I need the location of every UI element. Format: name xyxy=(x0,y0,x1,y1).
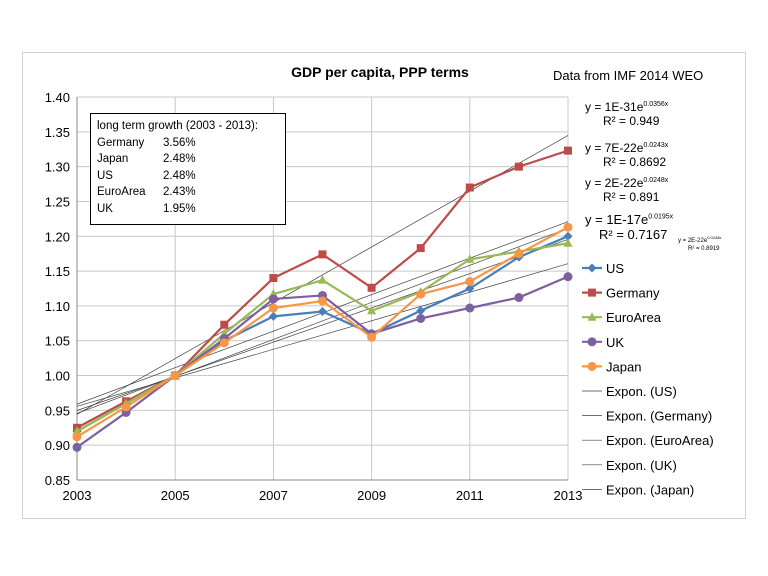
data-point xyxy=(465,277,475,287)
legend-label: Germany xyxy=(606,286,660,301)
x-tick-label: 2007 xyxy=(259,488,288,503)
y-tick-label: 0.85 xyxy=(45,473,70,488)
equation-uk: y = 1E-17e0.0195x R² = 0.7167 xyxy=(585,212,674,242)
data-point xyxy=(367,332,377,342)
legend-marker xyxy=(588,288,596,297)
trendline-uk xyxy=(76,263,569,407)
chart-subtitle: Data from IMF 2014 WEO xyxy=(553,68,703,83)
y-tick-label: 1.05 xyxy=(45,334,70,349)
series-line-japan xyxy=(76,226,569,438)
data-point xyxy=(318,306,327,316)
data-point xyxy=(416,306,426,316)
data-point xyxy=(367,283,376,292)
data-point xyxy=(72,432,82,442)
data-point xyxy=(318,296,327,306)
y-tick-label: 0.90 xyxy=(45,438,70,453)
equation-us: y = 2E-22e0.0248x R² = 0.891 xyxy=(585,176,669,204)
x-tick-label: 2011 xyxy=(456,488,484,503)
equation-eurozone: y = 7E-22e0.0243x R² = 0.8692 xyxy=(585,141,669,169)
data-point xyxy=(219,338,229,348)
data-point xyxy=(563,272,573,282)
data-point xyxy=(268,311,278,321)
legend-label: Expon. (UK) xyxy=(606,458,677,473)
y-tick-label: 1.20 xyxy=(45,229,70,244)
x-tick-label: 2005 xyxy=(161,488,190,503)
legend-label: Expon. (Japan) xyxy=(606,482,694,497)
data-point xyxy=(465,303,475,313)
y-tick-label: 1.40 xyxy=(45,90,70,105)
x-tick-label: 2013 xyxy=(554,488,583,503)
y-tick-label: 1.10 xyxy=(45,299,70,314)
data-point xyxy=(563,231,573,241)
annotation-row: EuroArea 2.43% xyxy=(97,186,196,198)
data-point xyxy=(416,244,425,253)
x-tick-label: 2003 xyxy=(63,488,92,503)
data-point xyxy=(269,274,278,283)
data-point xyxy=(514,249,524,259)
trendline-germany xyxy=(76,135,569,415)
series-line-us xyxy=(76,235,569,433)
data-point xyxy=(514,162,523,171)
y-tick-label: 1.30 xyxy=(45,160,70,175)
y-tick-label: 1.25 xyxy=(45,194,70,209)
data-point xyxy=(416,313,426,323)
growth-annotation-box: long term growth (2003 - 2013): Germany 3… xyxy=(90,113,286,225)
data-point xyxy=(465,183,474,192)
y-tick-label: 1.00 xyxy=(45,369,70,384)
legend-marker xyxy=(587,263,597,273)
data-point xyxy=(564,146,572,155)
trendline-us xyxy=(76,239,569,411)
data-point xyxy=(465,284,475,293)
legend-label: US xyxy=(606,261,624,276)
legend-label: Expon. (Germany) xyxy=(606,409,712,424)
x-tick-label: 2009 xyxy=(357,488,386,503)
trendline-japan xyxy=(76,227,569,414)
legend-marker xyxy=(587,337,597,347)
y-tick-label: 0.95 xyxy=(45,403,70,418)
legend-marker xyxy=(587,312,597,321)
data-point xyxy=(416,289,426,299)
legend-label: EuroArea xyxy=(606,310,662,325)
data-point xyxy=(563,238,573,247)
data-point xyxy=(514,293,524,303)
equation-germany: y = 1E-31e0.0356x R² = 0.949 xyxy=(585,100,669,128)
data-point xyxy=(170,371,180,381)
legend-label: Expon. (US) xyxy=(606,384,677,399)
data-point xyxy=(318,275,327,284)
data-point xyxy=(563,222,573,232)
annotation-row: UK 1.95% xyxy=(97,202,196,215)
data-point xyxy=(268,303,278,313)
y-tick-label: 1.35 xyxy=(45,125,70,140)
data-point xyxy=(268,294,278,304)
data-point xyxy=(72,442,82,452)
legend-marker xyxy=(587,361,597,371)
data-point xyxy=(318,250,327,259)
data-point xyxy=(121,402,131,412)
data-point xyxy=(465,254,475,263)
annotation-row: Germany 3.56% xyxy=(97,136,196,149)
y-tick-label: 1.15 xyxy=(45,264,70,279)
data-point xyxy=(220,320,229,329)
data-point xyxy=(72,426,82,435)
legend-label: Japan xyxy=(606,359,641,374)
chart-title: GDP per capita, PPP terms xyxy=(291,64,469,80)
legend-label: Expon. (EuroArea) xyxy=(606,433,714,448)
annotation-row: US 2.48% xyxy=(97,169,196,182)
equation-japan: y = 2E-22e0.0248x R² = 0.8919 xyxy=(678,235,722,252)
annotation-row: Japan 2.48% xyxy=(97,153,196,165)
legend-label: UK xyxy=(606,335,624,350)
annotation-title: long term growth (2003 - 2013): xyxy=(97,120,259,132)
data-point xyxy=(367,305,377,315)
